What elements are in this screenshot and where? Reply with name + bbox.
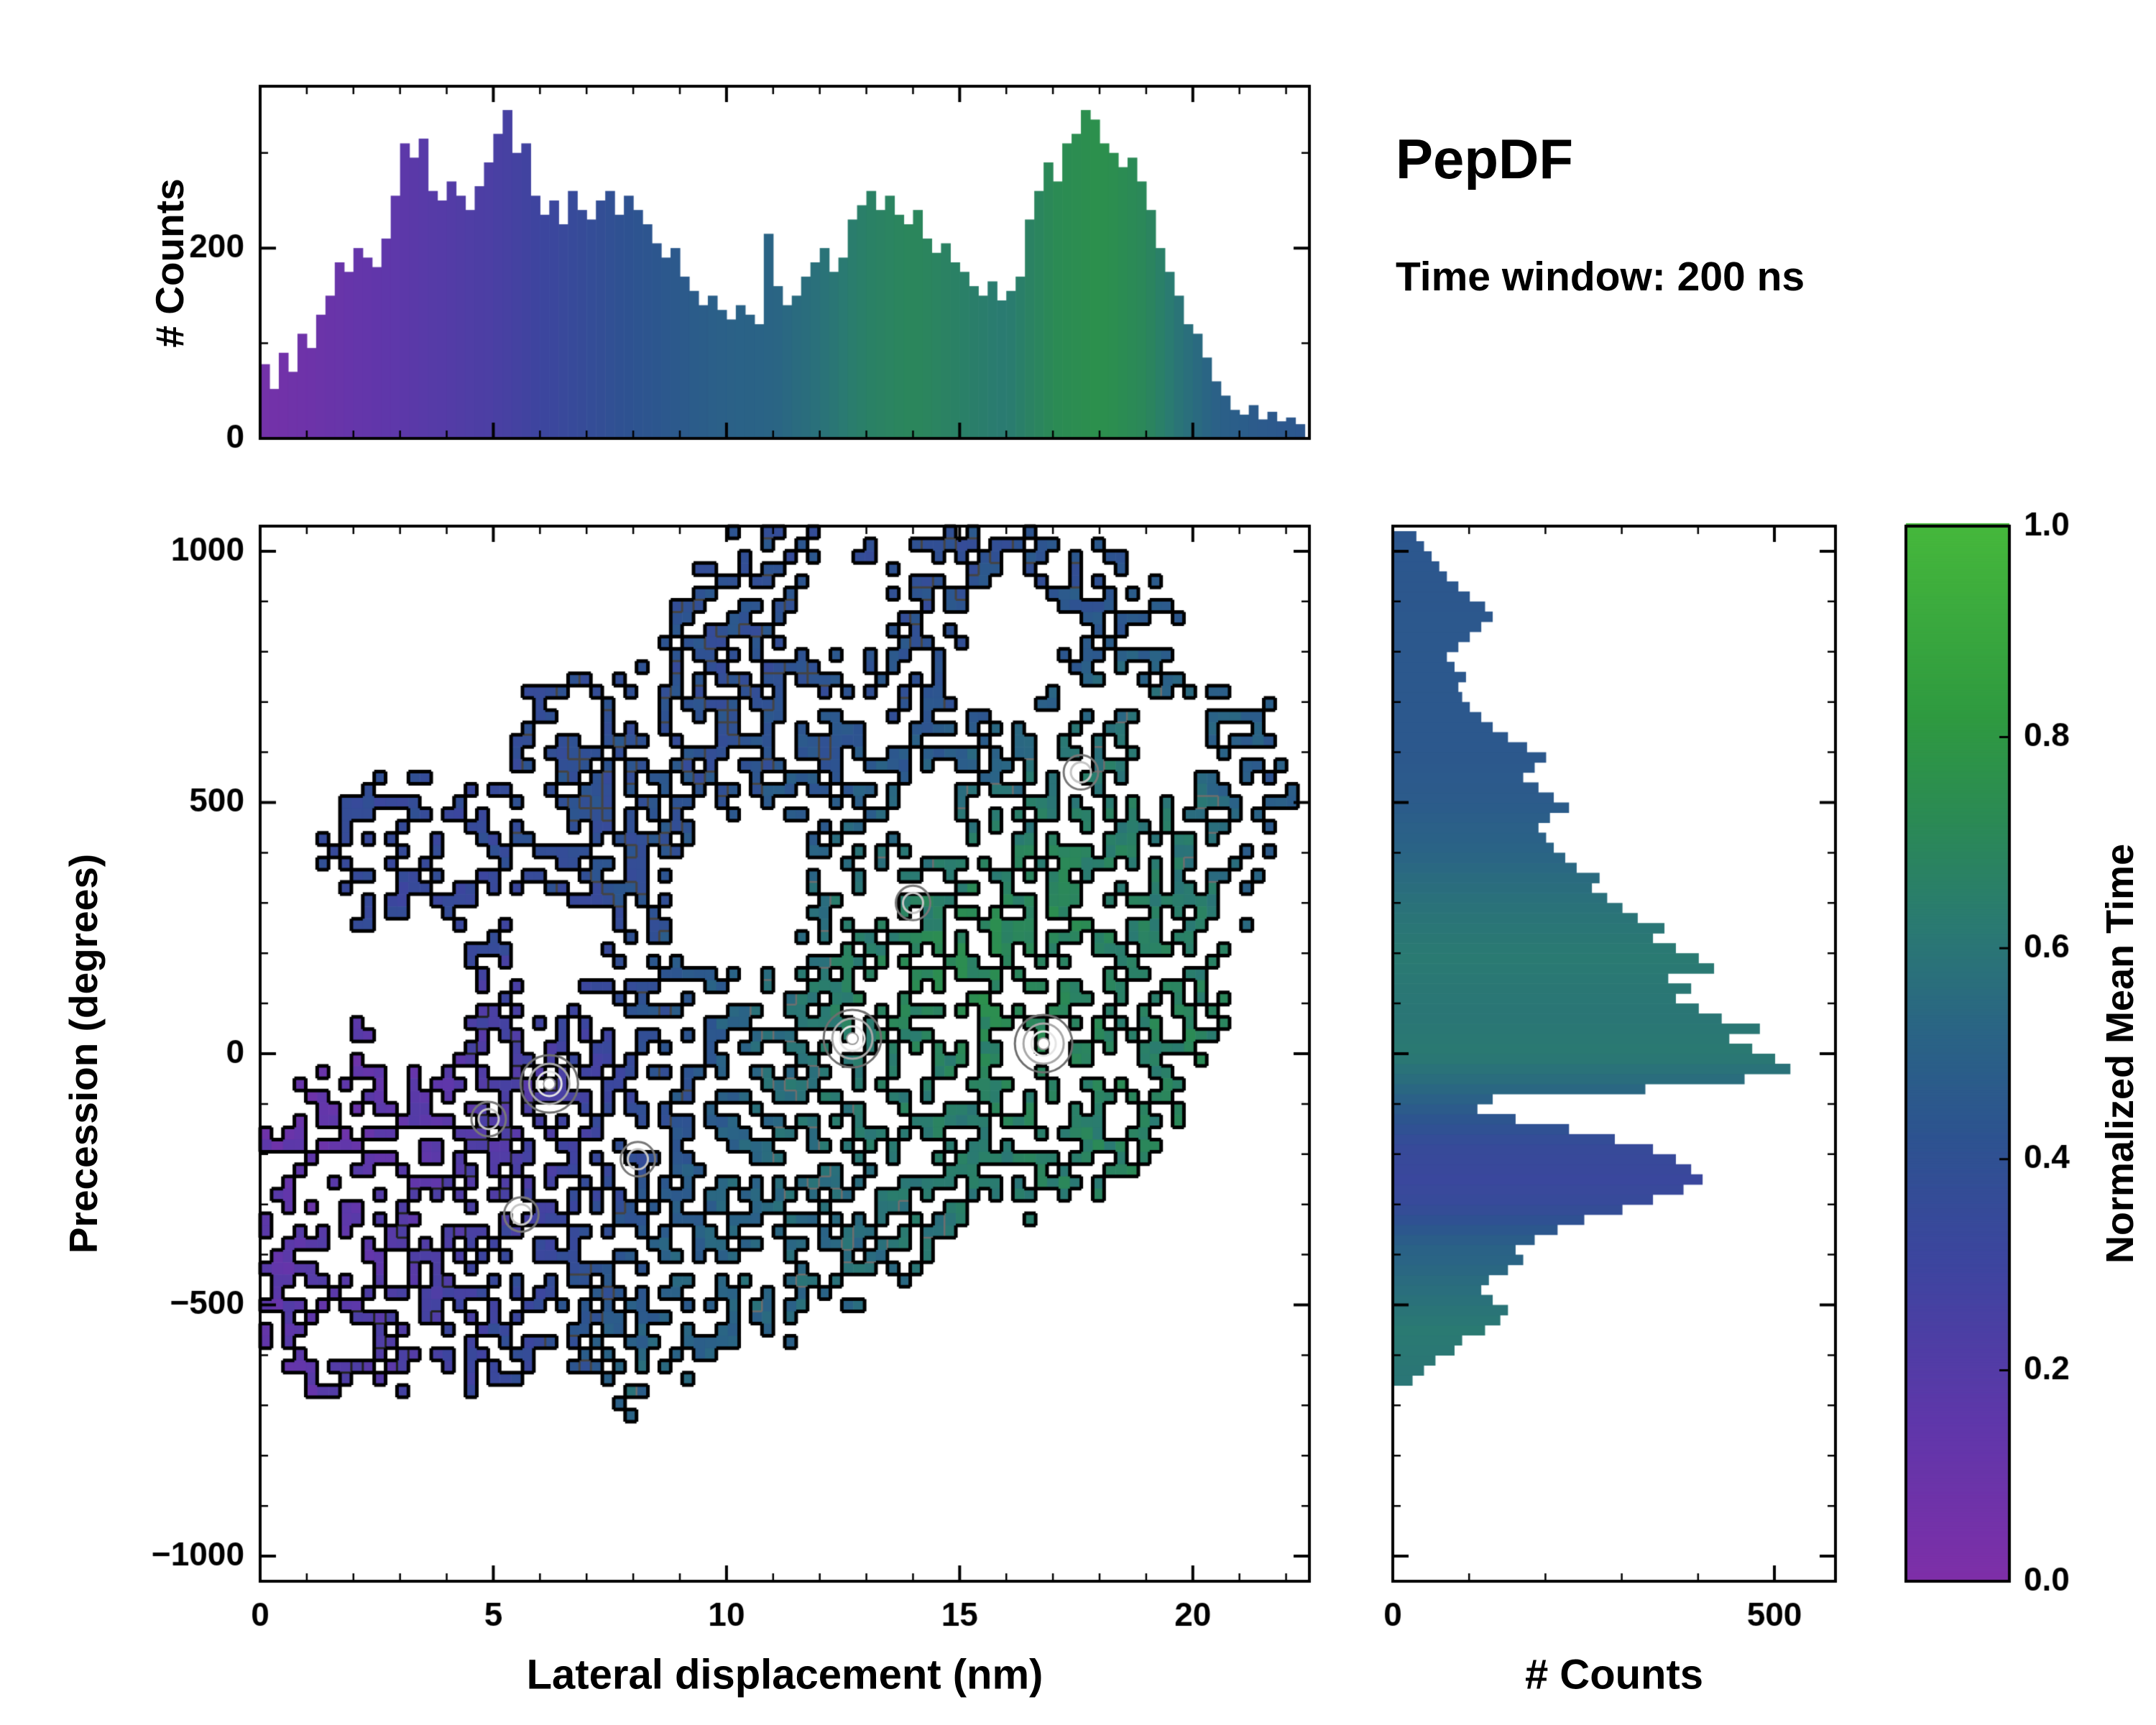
- colorbar-label: Normalized Mean Time: [2099, 843, 2142, 1264]
- main-ylabel: Precession (degrees): [61, 853, 106, 1254]
- top-hist-ylabel: # Counts: [147, 178, 192, 348]
- right-hist-xlabel: # Counts: [1524, 1651, 1704, 1698]
- main-xlabel: Lateral displacement (nm): [526, 1651, 1044, 1698]
- plot-title: PepDF: [1396, 127, 1574, 190]
- plot-subtitle: Time window: 200 ns: [1396, 254, 1805, 300]
